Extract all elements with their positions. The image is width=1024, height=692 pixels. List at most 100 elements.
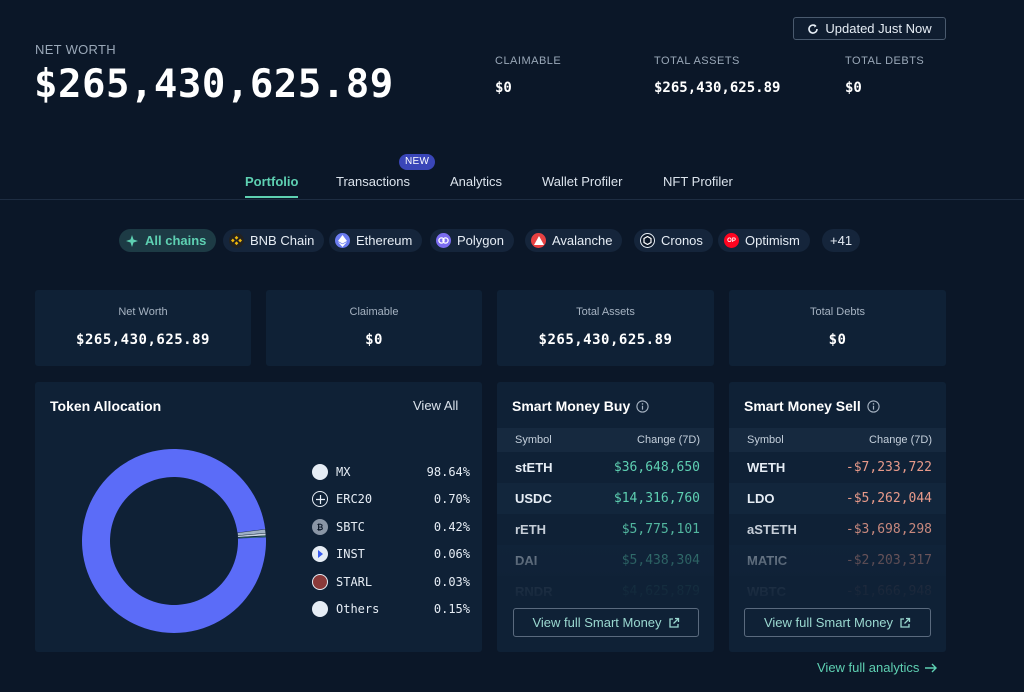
table-row[interactable]: stETH $36,648,650: [497, 452, 714, 483]
chain-all[interactable]: All chains: [119, 229, 217, 252]
mx-token-icon: [312, 464, 328, 480]
refresh-button[interactable]: Updated Just Now: [793, 17, 946, 40]
chain-label: Optimism: [745, 233, 800, 248]
legend-item-starl: STARL 0.03%: [312, 573, 470, 591]
tab-bar: Portfolio Transactions Analytics Wallet …: [0, 172, 1024, 200]
row-change: $14,316,760: [613, 491, 700, 506]
tab-nft-profiler[interactable]: NFT Profiler: [663, 174, 733, 189]
summary-value: $0: [365, 332, 383, 348]
row-change: -$5,262,044: [845, 491, 932, 506]
token-pct: 0.70%: [433, 492, 470, 506]
table-row[interactable]: WETH -$7,233,722: [729, 452, 946, 483]
stat-label: CLAIMABLE: [495, 55, 562, 67]
col-change: Change (7D): [869, 434, 932, 446]
new-badge: NEW: [399, 154, 436, 170]
chain-polygon[interactable]: Polygon: [430, 229, 514, 252]
legend-item-erc20: ERC20 0.70%: [312, 490, 470, 508]
table-row[interactable]: WBTC -$1,666,948: [729, 576, 946, 607]
chain-ethereum[interactable]: Ethereum: [329, 229, 423, 252]
others-token-icon: [312, 601, 328, 617]
legend-item-sbtc: ₿ SBTC 0.42%: [312, 518, 470, 536]
summary-label: Total Debts: [809, 306, 866, 318]
tab-portfolio[interactable]: Portfolio: [245, 174, 299, 198]
row-change: -$3,698,298: [845, 522, 932, 537]
view-full-smart-money-sell-button[interactable]: View full Smart Money: [744, 608, 931, 637]
smart-money-sell-panel: Smart Money Sell Symbol Change (7D) WETH…: [729, 382, 946, 652]
stat-value: $0: [495, 80, 512, 96]
chain-label: All chains: [145, 233, 207, 248]
summary-label: Net Worth: [118, 306, 168, 318]
tab-analytics[interactable]: Analytics: [450, 174, 503, 189]
view-full-smart-money-buy-button[interactable]: View full Smart Money: [513, 608, 699, 637]
inst-token-icon: [312, 546, 328, 562]
row-symbol: stETH: [515, 460, 553, 475]
view-all-link[interactable]: View All: [413, 398, 459, 413]
stat-label: TOTAL DEBTS: [845, 55, 925, 67]
chain-label: Cronos: [661, 233, 703, 248]
sbtc-token-icon: ₿: [312, 519, 328, 535]
table-row[interactable]: MATIC -$2,203,317: [729, 545, 946, 576]
row-symbol: rETH: [515, 522, 547, 537]
table-row[interactable]: aSTETH -$3,698,298: [729, 514, 946, 545]
bnb-chain-icon: [229, 233, 244, 248]
external-link-icon: [900, 617, 911, 628]
token-pct: 0.15%: [433, 602, 470, 616]
button-label: View full Smart Money: [763, 615, 894, 630]
stat-claimable: CLAIMABLE $0: [495, 55, 561, 96]
optimism-icon: OP: [724, 233, 739, 248]
table-row[interactable]: RNDR $4,625,879: [497, 576, 714, 607]
table-header: Symbol Change (7D): [497, 428, 714, 452]
stat-total-assets: TOTAL ASSETS $265,430,625.89: [654, 55, 780, 96]
chain-optimism[interactable]: OP Optimism: [718, 229, 810, 252]
token-pct: 0.42%: [433, 520, 470, 534]
col-change: Change (7D): [637, 434, 700, 446]
legend-item-others: Others 0.15%: [312, 600, 470, 618]
smart-money-buy-title: Smart Money Buy: [512, 398, 631, 414]
tab-wallet-profiler[interactable]: Wallet Profiler: [542, 174, 623, 189]
starl-token-icon: [312, 574, 328, 590]
chain-more-label: +41: [830, 233, 853, 248]
donut-slice-others[interactable]: [237, 535, 267, 539]
token-pct: 98.64%: [426, 465, 470, 479]
token-pct: 0.03%: [433, 575, 470, 589]
chain-cronos[interactable]: Cronos: [634, 229, 713, 252]
row-symbol: USDC: [515, 491, 552, 506]
chain-avalanche[interactable]: Avalanche: [525, 229, 623, 252]
smart-money-buy-panel: Smart Money Buy Symbol Change (7D) stETH…: [497, 382, 714, 652]
token-symbol: INST: [336, 547, 365, 561]
chain-bnb[interactable]: BNB Chain: [223, 229, 325, 252]
row-symbol: WBTC: [747, 584, 786, 599]
info-icon[interactable]: [867, 399, 880, 413]
summary-value: $265,430,625.89: [538, 332, 673, 348]
table-header: Symbol Change (7D): [729, 428, 946, 452]
row-change: $5,438,304: [621, 553, 700, 568]
tab-transactions[interactable]: Transactions: [336, 174, 410, 189]
token-symbol: MX: [336, 465, 351, 479]
table-row[interactable]: LDO -$5,262,044: [729, 483, 946, 514]
chain-label: BNB Chain: [250, 233, 315, 248]
token-symbol: STARL: [336, 575, 373, 589]
table-row[interactable]: DAI $5,438,304: [497, 545, 714, 576]
token-symbol: ERC20: [336, 492, 373, 506]
legend-item-mx: MX 98.64%: [312, 463, 470, 481]
donut-slice-mx[interactable]: [81, 449, 266, 634]
row-change: $5,775,101: [621, 522, 700, 537]
smart-money-sell-header: Smart Money Sell: [744, 398, 880, 414]
full-analytics-label: View full analytics: [817, 660, 920, 675]
external-link-icon: [668, 617, 679, 628]
table-row[interactable]: rETH $5,775,101: [497, 514, 714, 545]
summary-value: $265,430,625.89: [76, 332, 210, 348]
chain-more[interactable]: +41: [822, 229, 861, 252]
net-worth-label: NET WORTH: [35, 42, 116, 57]
refresh-icon: [808, 23, 819, 34]
chain-label: Ethereum: [356, 233, 413, 248]
token-allocation-title: Token Allocation: [50, 398, 162, 414]
summary-label: Total Assets: [576, 306, 635, 318]
avalanche-icon: [531, 233, 546, 248]
col-symbol: Symbol: [515, 434, 552, 446]
view-full-analytics-link[interactable]: View full analytics: [817, 660, 938, 675]
table-row[interactable]: USDC $14,316,760: [497, 483, 714, 514]
summary-card-total-assets: Total Assets $265,430,625.89: [497, 290, 714, 366]
info-icon[interactable]: [636, 399, 649, 413]
row-symbol: RNDR: [515, 584, 553, 599]
